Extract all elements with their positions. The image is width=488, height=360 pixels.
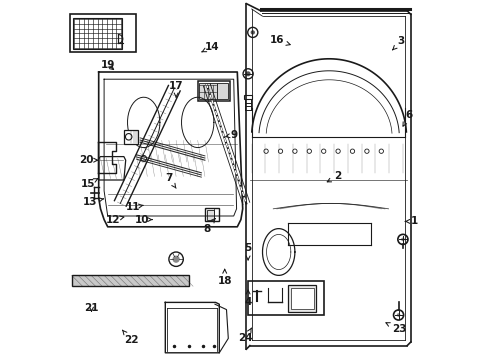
Text: 11: 11 bbox=[125, 202, 143, 212]
Text: 7: 7 bbox=[165, 173, 176, 188]
Text: 8: 8 bbox=[203, 219, 215, 234]
Bar bbox=[217, 83, 228, 99]
Bar bbox=[290, 288, 313, 309]
Bar bbox=[199, 83, 217, 99]
Text: 22: 22 bbox=[122, 330, 138, 345]
Text: 3: 3 bbox=[392, 36, 404, 50]
Text: 9: 9 bbox=[225, 130, 237, 140]
Text: 13: 13 bbox=[83, 197, 103, 207]
Bar bbox=[123, 130, 137, 144]
Text: 2: 2 bbox=[326, 171, 341, 182]
Text: 15: 15 bbox=[81, 179, 98, 189]
Circle shape bbox=[400, 238, 404, 241]
Circle shape bbox=[172, 256, 179, 263]
Circle shape bbox=[245, 71, 250, 76]
Circle shape bbox=[396, 313, 400, 317]
Bar bbox=[70, 14, 136, 52]
Bar bbox=[287, 285, 316, 312]
Text: 18: 18 bbox=[217, 269, 231, 286]
Circle shape bbox=[250, 30, 254, 35]
Text: 10: 10 bbox=[134, 215, 152, 225]
Bar bbox=[247, 281, 323, 315]
Bar bbox=[72, 275, 188, 286]
Text: 20: 20 bbox=[79, 155, 97, 165]
Text: 19: 19 bbox=[101, 60, 115, 70]
Text: 16: 16 bbox=[269, 35, 290, 45]
Bar bbox=[73, 18, 122, 49]
Text: 24: 24 bbox=[238, 328, 252, 343]
Bar bbox=[206, 210, 213, 220]
Text: 1: 1 bbox=[405, 216, 418, 226]
Bar bbox=[244, 95, 251, 99]
Bar bbox=[204, 208, 219, 221]
Text: 17: 17 bbox=[168, 81, 183, 97]
Text: 4: 4 bbox=[244, 290, 251, 307]
Text: 12: 12 bbox=[105, 215, 123, 225]
Text: 5: 5 bbox=[244, 243, 251, 260]
Text: 21: 21 bbox=[84, 303, 99, 313]
Bar bbox=[197, 81, 230, 101]
Text: 6: 6 bbox=[402, 110, 412, 126]
Text: 23: 23 bbox=[385, 323, 406, 334]
Text: 14: 14 bbox=[202, 42, 219, 52]
